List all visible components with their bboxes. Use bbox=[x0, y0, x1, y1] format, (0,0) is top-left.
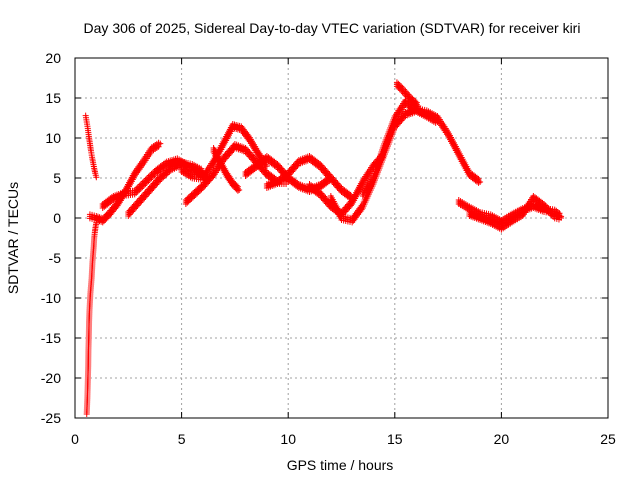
y-tick-label: -15 bbox=[41, 330, 61, 346]
data-point bbox=[234, 187, 241, 194]
series-track bbox=[125, 158, 206, 219]
data-point bbox=[191, 193, 198, 199]
data-point bbox=[188, 195, 195, 202]
y-tick-label: -20 bbox=[41, 370, 61, 386]
x-tick-label: 10 bbox=[280, 431, 296, 447]
y-tick-label: -25 bbox=[41, 410, 61, 426]
data-point bbox=[113, 204, 120, 211]
series-track bbox=[178, 121, 270, 183]
data-point bbox=[263, 163, 270, 169]
y-tick-label: 20 bbox=[45, 50, 61, 66]
series-track bbox=[82, 112, 100, 181]
y-tick-label: 0 bbox=[53, 210, 61, 226]
data-point bbox=[103, 215, 110, 222]
data-point bbox=[157, 140, 164, 147]
data-point bbox=[413, 103, 420, 110]
data-point bbox=[184, 199, 191, 206]
series-track bbox=[210, 145, 243, 194]
data-point bbox=[189, 194, 196, 201]
data-point bbox=[236, 187, 243, 193]
data-point bbox=[100, 218, 107, 225]
data-point bbox=[102, 216, 109, 223]
x-tick-label: 0 bbox=[71, 431, 79, 447]
data-point bbox=[477, 179, 484, 185]
data-point bbox=[412, 102, 419, 109]
x-axis-label: GPS time / hours bbox=[287, 457, 394, 473]
series-track bbox=[83, 219, 100, 417]
x-tick-label: 25 bbox=[600, 431, 616, 447]
data-point bbox=[198, 186, 205, 193]
data-point bbox=[197, 187, 204, 194]
data-point bbox=[410, 101, 417, 107]
data-point bbox=[232, 185, 239, 192]
data-point bbox=[187, 197, 194, 203]
chart-title: Day 306 of 2025, Sidereal Day-to-day VTE… bbox=[84, 20, 581, 36]
series-track bbox=[359, 97, 441, 199]
y-axis-label: SDTVAR / TECUs bbox=[5, 182, 21, 294]
x-tick-label: 5 bbox=[178, 431, 186, 447]
data-point bbox=[185, 198, 192, 205]
y-tick-label: 10 bbox=[45, 130, 61, 146]
series-track bbox=[393, 79, 422, 110]
data-point bbox=[396, 86, 403, 93]
y-tick-label: 5 bbox=[53, 170, 61, 186]
y-tick-label: -5 bbox=[49, 250, 62, 266]
data-point bbox=[558, 215, 565, 221]
x-tick-label: 20 bbox=[494, 431, 510, 447]
plot-area bbox=[82, 79, 565, 417]
plot-frame bbox=[74, 57, 609, 419]
y-axis-ticks: -25 -20 -15 -10 -5 0 5 10 15 20 bbox=[41, 50, 608, 426]
data-point bbox=[415, 103, 422, 109]
series-track bbox=[466, 193, 565, 233]
data-point bbox=[182, 201, 189, 207]
data-point bbox=[93, 174, 100, 181]
data-point bbox=[233, 186, 240, 193]
data-point bbox=[99, 219, 106, 226]
data-point bbox=[195, 189, 202, 195]
y-tick-label: 15 bbox=[45, 90, 61, 106]
data-point bbox=[192, 191, 199, 198]
data-point bbox=[434, 119, 441, 125]
data-point bbox=[155, 143, 162, 150]
data-point bbox=[194, 190, 201, 197]
x-tick-label: 15 bbox=[387, 431, 403, 447]
y-tick-label: -10 bbox=[41, 290, 61, 306]
